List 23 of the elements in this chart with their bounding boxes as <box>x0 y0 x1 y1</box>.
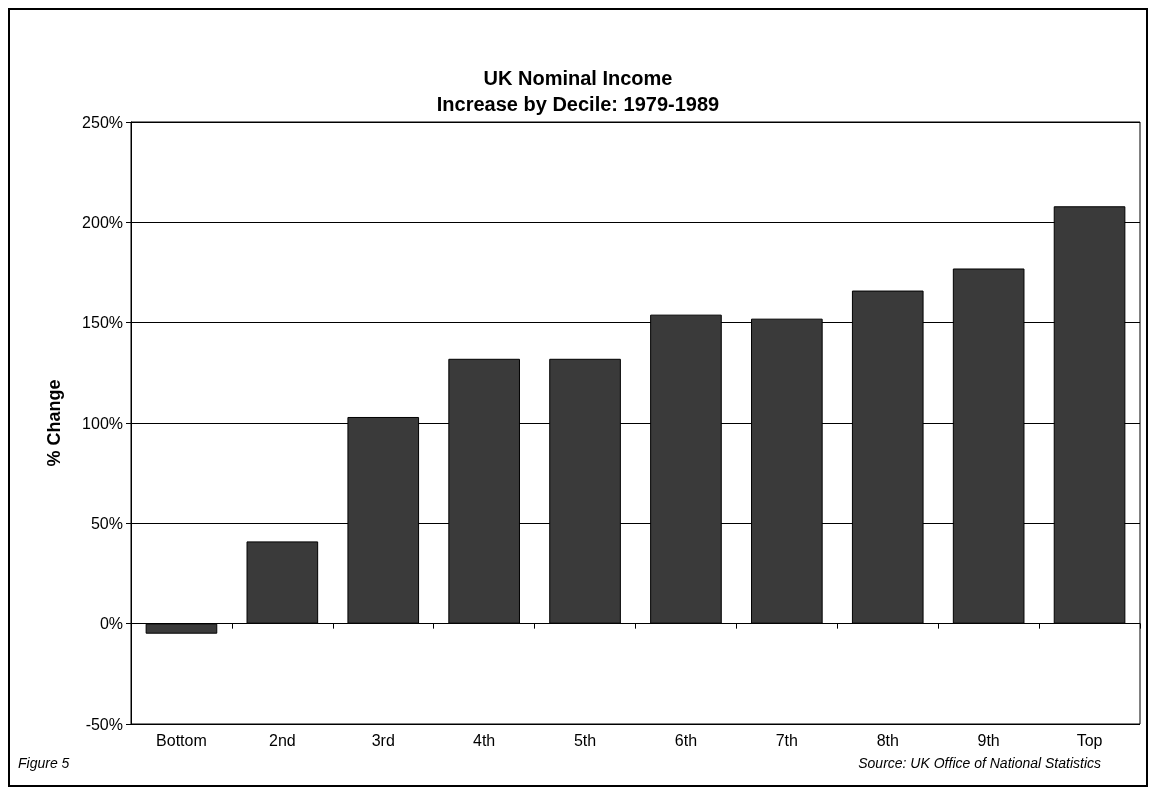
y-tick-label: 250% <box>82 113 123 131</box>
caption: Figure 5 <box>18 755 70 771</box>
x-tick-label: 9th <box>977 731 1000 749</box>
y-tick-label: 150% <box>82 314 123 332</box>
x-tick-label: 4th <box>473 731 496 749</box>
chart-title: UK Nominal Income Increase by Decile: 1979-1989 <box>436 67 720 115</box>
y-tick-label: 0% <box>99 615 123 633</box>
bar <box>246 541 319 624</box>
y-tick-label: 200% <box>82 213 123 231</box>
x-tick-label: 8th <box>876 731 899 749</box>
source-note: Source: UK Office of National Statistics <box>858 755 1101 771</box>
y-axis-title: % Change <box>44 379 64 467</box>
y-tick-label: 100% <box>82 414 123 432</box>
x-tick-label: 5th <box>573 731 597 749</box>
x-tick-label: 6th <box>674 731 698 749</box>
y-tick-label: 50% <box>90 514 123 532</box>
x-tick-label: 2nd <box>269 731 296 749</box>
x-tick-label: 7th <box>775 731 798 749</box>
x-tick-label: Bottom <box>156 731 207 749</box>
x-tick-label: Top <box>1076 731 1103 749</box>
x-tick-label: 3rd <box>371 731 395 749</box>
bar <box>145 623 218 634</box>
y-tick-label: -50% <box>85 715 123 733</box>
